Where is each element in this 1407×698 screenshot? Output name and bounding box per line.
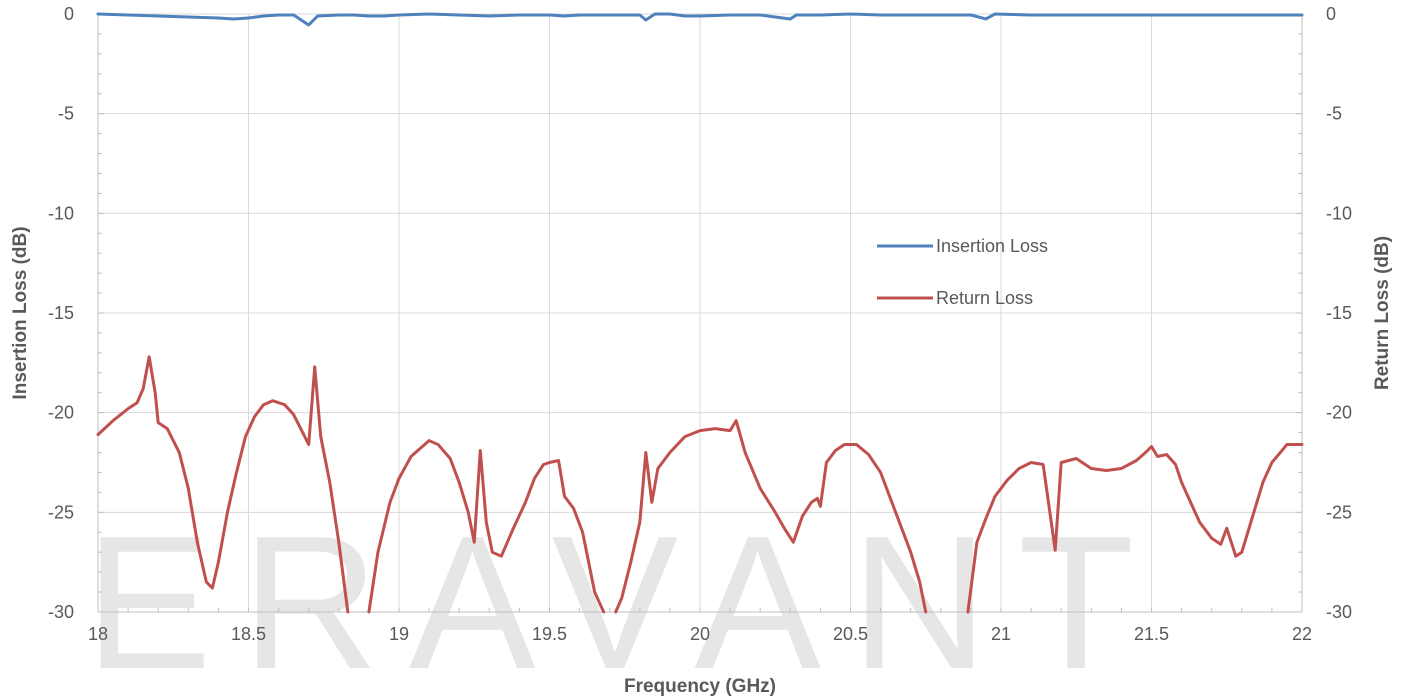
y-tick-label-left: 0 bbox=[64, 4, 74, 24]
x-tick-label: 19 bbox=[389, 624, 409, 644]
legend-label-return-loss: Return Loss bbox=[936, 288, 1033, 308]
x-tick-label: 18 bbox=[88, 624, 108, 644]
legend: Insertion Loss Return Loss bbox=[877, 236, 1048, 308]
x-tick-label: 20 bbox=[690, 624, 710, 644]
y-tick-label-right: -10 bbox=[1326, 203, 1352, 223]
y-tick-label-right: -30 bbox=[1326, 602, 1352, 622]
legend-label-insertion-loss: Insertion Loss bbox=[936, 236, 1048, 256]
y-tick-label-left: -30 bbox=[48, 602, 74, 622]
y-tick-label-left: -20 bbox=[48, 403, 74, 423]
y-tick-label-right: -25 bbox=[1326, 502, 1352, 522]
y-axis-left-title: Insertion Loss (dB) bbox=[10, 226, 31, 399]
y-tick-label-left: -15 bbox=[48, 303, 74, 323]
x-tick-label: 21.5 bbox=[1134, 624, 1169, 644]
y-tick-label-right: 0 bbox=[1326, 4, 1336, 24]
x-tick-label: 18.5 bbox=[231, 624, 266, 644]
x-tick-label: 21 bbox=[991, 624, 1011, 644]
x-tick-label: 19.5 bbox=[532, 624, 567, 644]
tick-labels: 18 18.5 19 19.5 20 20.5 21 21.5 22 0 0 -5 -5 -10 -10 -1… bbox=[48, 4, 1352, 644]
series-lines bbox=[96, 12, 1304, 614]
y-axis-right-title: Return Loss (dB) bbox=[1372, 236, 1393, 390]
y-tick-label-right: -20 bbox=[1326, 403, 1352, 423]
y-tick-label-left: -5 bbox=[58, 104, 74, 124]
y-tick-label-right: -15 bbox=[1326, 303, 1352, 323]
insertion-loss-line bbox=[96, 12, 1304, 27]
x-tick-label: 20.5 bbox=[833, 624, 868, 644]
return-loss-line bbox=[96, 355, 1304, 614]
y-tick-label-left: -25 bbox=[48, 502, 74, 522]
x-axis-title: Frequency (GHz) bbox=[624, 676, 776, 697]
y-tick-label-left: -10 bbox=[48, 203, 74, 223]
watermark-text: ERAVANT bbox=[85, 497, 1164, 698]
y-tick-label-right: -5 bbox=[1326, 104, 1342, 124]
x-tick-label: 22 bbox=[1292, 624, 1312, 644]
